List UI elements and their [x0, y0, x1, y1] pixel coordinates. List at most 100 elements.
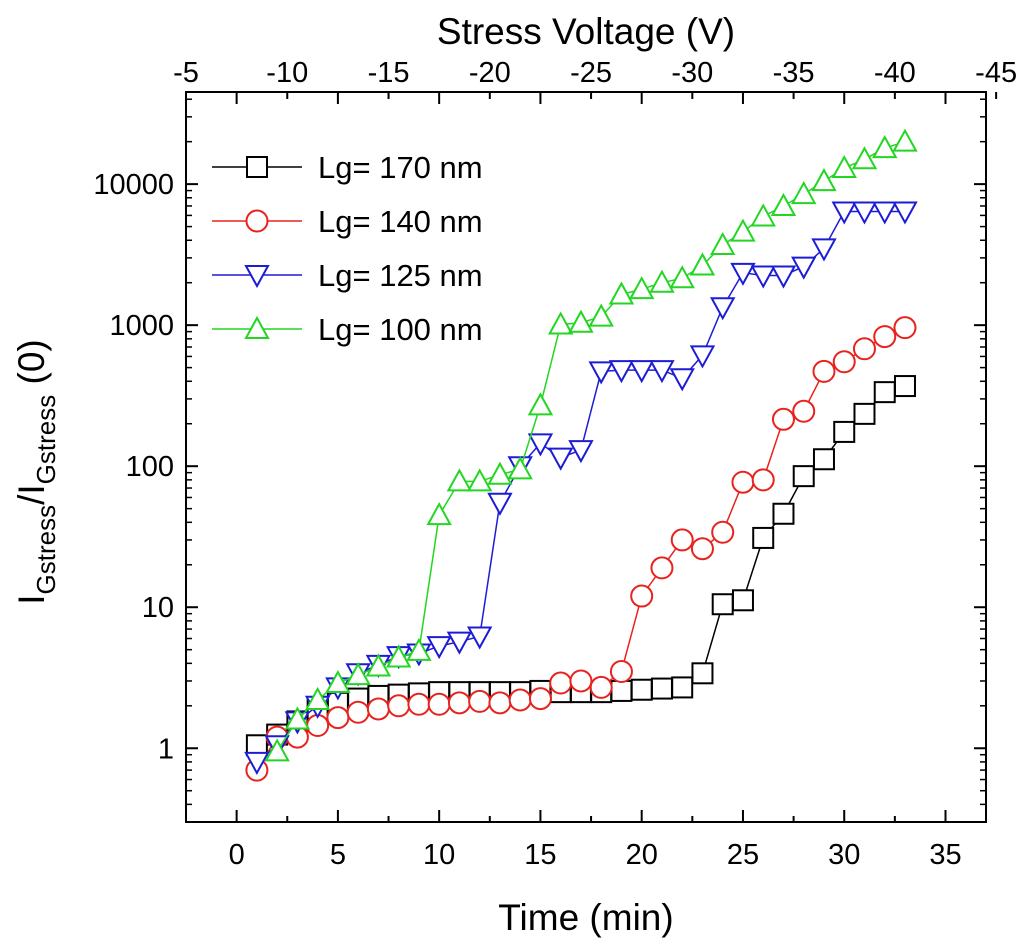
data-point	[649, 360, 675, 384]
data-point	[304, 686, 331, 710]
data-point	[872, 201, 898, 225]
data-point	[792, 465, 815, 488]
data-point	[670, 528, 694, 552]
data-point	[689, 252, 716, 276]
top-tick-label: -10	[266, 57, 308, 89]
data-point	[608, 360, 635, 384]
x-tick-label: 15	[524, 839, 556, 871]
top-tick-label: -35	[773, 57, 815, 89]
top-tick-label: -30	[671, 57, 713, 89]
data-point	[568, 440, 594, 464]
data-point	[750, 203, 776, 227]
data-point	[851, 146, 878, 170]
data-point	[326, 706, 350, 730]
plot-frame	[185, 91, 987, 823]
data-point	[731, 589, 754, 612]
data-point	[385, 644, 412, 668]
data-point	[791, 181, 817, 205]
data-point	[710, 297, 736, 321]
legend-marker	[244, 315, 270, 339]
data-point	[771, 407, 795, 431]
data-point	[690, 537, 714, 561]
top-tick-label: -25	[570, 57, 612, 89]
data-point	[569, 669, 593, 693]
data-point	[366, 697, 390, 721]
x-tick-label: 35	[929, 839, 961, 871]
data-point	[365, 653, 392, 677]
data-point	[446, 631, 473, 655]
data-point	[346, 700, 370, 724]
data-point	[447, 691, 471, 715]
x-axis-title: Time (min)	[498, 897, 673, 938]
y-tick-label: 1	[158, 733, 174, 765]
data-point	[812, 448, 835, 471]
data-point	[872, 135, 898, 159]
data-point	[629, 276, 655, 300]
data-point	[426, 636, 452, 660]
top-tick-label: -15	[368, 57, 410, 89]
data-point	[589, 675, 613, 699]
data-point	[752, 526, 775, 549]
series-3	[264, 128, 918, 762]
data-point	[487, 461, 513, 485]
data-point	[873, 325, 897, 349]
data-point	[549, 671, 573, 695]
data-point	[427, 692, 451, 716]
data-point	[609, 660, 633, 684]
series-layer	[244, 128, 918, 782]
data-point	[507, 456, 533, 480]
data-point	[751, 468, 775, 492]
legend: Lg= 170 nm Lg= 140 nm Lg= 125 nm Lg= 100 nm	[212, 150, 483, 347]
data-point	[650, 677, 673, 700]
series-0	[245, 375, 916, 757]
data-point	[345, 662, 371, 686]
data-point	[892, 201, 918, 225]
data-point	[244, 751, 270, 775]
data-point	[831, 201, 857, 225]
y-tick-label: 100	[126, 451, 174, 483]
data-point	[832, 350, 856, 374]
series-1	[245, 316, 917, 782]
y-tick-label: 1000	[109, 310, 174, 342]
data-point	[792, 399, 816, 423]
data-point	[669, 368, 695, 392]
data-point	[407, 692, 431, 716]
data-point	[488, 691, 512, 715]
legend-marker	[244, 265, 270, 289]
data-point	[811, 168, 837, 192]
legend-label: Lg= 140 nm	[318, 204, 483, 239]
data-point	[466, 468, 493, 492]
data-point	[730, 262, 756, 286]
data-point	[508, 688, 532, 712]
data-point	[671, 676, 694, 699]
data-point	[852, 337, 876, 361]
data-point	[669, 265, 695, 289]
data-point	[711, 593, 734, 616]
data-point	[892, 128, 918, 152]
data-point	[873, 381, 896, 404]
data-point	[811, 238, 837, 262]
data-point	[772, 502, 795, 525]
data-point	[650, 556, 674, 580]
data-point	[691, 662, 714, 685]
data-point	[731, 470, 755, 494]
data-point	[689, 345, 716, 369]
data-point	[446, 468, 473, 492]
data-point	[325, 669, 351, 694]
legend-marker	[246, 156, 268, 178]
x-tick-label: 5	[330, 839, 346, 871]
legend-label: Lg= 125 nm	[318, 258, 483, 293]
data-point	[893, 375, 916, 398]
y-title-main: I	[11, 594, 52, 604]
x-tick-label: 0	[229, 839, 245, 871]
data-point	[608, 281, 635, 305]
data-point	[770, 265, 797, 289]
data-point	[630, 678, 653, 701]
data-point	[831, 154, 857, 179]
data-point	[711, 520, 735, 544]
top-tick-label: -40	[874, 57, 916, 89]
y-title-sub-2: Gstress	[31, 395, 61, 485]
data-point	[750, 265, 776, 289]
legend-label: Lg= 100 nm	[318, 312, 483, 347]
data-point	[547, 447, 574, 471]
